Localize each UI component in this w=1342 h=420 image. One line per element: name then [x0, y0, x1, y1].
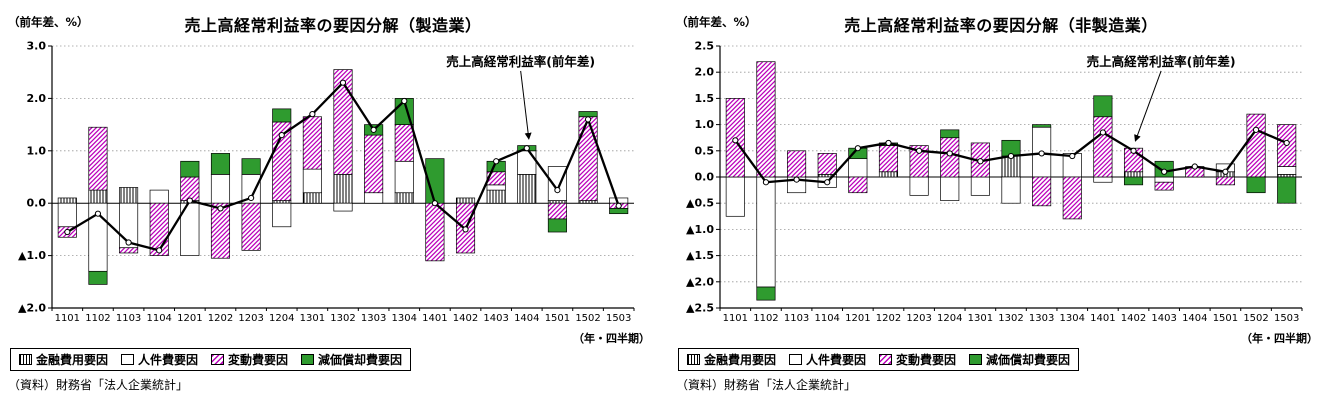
svg-text:▲1.0: ▲1.0 — [686, 223, 714, 236]
svg-text:1103: 1103 — [116, 313, 141, 324]
svg-text:1404: 1404 — [514, 313, 539, 324]
svg-text:1401: 1401 — [422, 313, 447, 324]
svg-text:1303: 1303 — [361, 313, 386, 324]
legend-item-personnel-cost: 人件費要因 — [121, 351, 198, 368]
chart-legend: 金融費用要因 人件費要因 変動費要因 減価償却費要因 — [10, 348, 412, 371]
svg-text:▲0.5: ▲0.5 — [686, 197, 714, 210]
svg-text:1104: 1104 — [146, 313, 171, 324]
svg-text:1302: 1302 — [998, 313, 1023, 324]
svg-text:1104: 1104 — [814, 313, 839, 324]
legend-item-variable-cost: 変動費要因 — [211, 351, 288, 368]
y-axis-unit-label: （前年差、%） — [676, 15, 757, 29]
svg-text:1102: 1102 — [753, 313, 778, 324]
svg-text:1.5: 1.5 — [695, 92, 715, 105]
svg-text:1501: 1501 — [545, 313, 570, 324]
legend-item-variable-cost: 変動費要因 — [879, 351, 956, 368]
green-swatch-icon — [969, 354, 983, 365]
legend-label: 人件費要因 — [806, 353, 867, 367]
panel-header: （前年差、%） 売上高経常利益率の要因分解（非製造業） — [674, 4, 1328, 38]
legend-label: 減価償却費要因 — [318, 353, 403, 367]
y-axis-unit-label: （前年差、%） — [8, 15, 89, 29]
svg-text:2.0: 2.0 — [27, 92, 47, 105]
svg-text:1202: 1202 — [208, 313, 233, 324]
chart-panel-nonmanufacturing: （前年差、%） 売上高経常利益率の要因分解（非製造業） 2.5 2.0 1.5 1.0… — [674, 4, 1328, 393]
svg-text:1302: 1302 — [330, 313, 355, 324]
svg-text:1.0: 1.0 — [695, 118, 715, 131]
legend-item-personnel-cost: 人件費要因 — [789, 351, 866, 368]
svg-text:1203: 1203 — [238, 313, 263, 324]
svg-text:1301: 1301 — [300, 313, 325, 324]
svg-text:3.0: 3.0 — [27, 40, 47, 53]
svg-text:1301: 1301 — [968, 313, 993, 324]
svg-text:1402: 1402 — [453, 313, 478, 324]
svg-text:1101: 1101 — [55, 313, 80, 324]
chart-panel-manufacturing: （前年差、%） 売上高経常利益率の要因分解（製造業） 3.0 2.0 1.0 0.0 ▲… — [6, 4, 660, 393]
svg-text:売上高経常利益率(前年差): 売上高経常利益率(前年差) — [446, 54, 595, 69]
white-swatch-icon — [789, 354, 803, 365]
svg-text:▲2.0: ▲2.0 — [18, 302, 46, 315]
svg-text:▲1.5: ▲1.5 — [686, 249, 714, 262]
svg-text:1204: 1204 — [937, 313, 962, 324]
svg-text:1.0: 1.0 — [27, 144, 47, 157]
x-axis-note: （年・四半期） — [1241, 332, 1318, 345]
vertical-stripes-swatch-icon — [19, 354, 32, 365]
svg-text:0.0: 0.0 — [695, 171, 715, 184]
svg-text:1401: 1401 — [1090, 313, 1115, 324]
svg-text:1502: 1502 — [1243, 313, 1268, 324]
svg-text:1403: 1403 — [483, 313, 508, 324]
chart-title: 売上高経常利益率の要因分解（非製造業） — [844, 16, 1158, 35]
svg-text:▲2.5: ▲2.5 — [686, 302, 714, 315]
legend-item-depreciation-cost: 減価償却費要因 — [301, 351, 402, 368]
svg-text:1403: 1403 — [1151, 313, 1176, 324]
svg-text:1501: 1501 — [1213, 313, 1238, 324]
legend-label: 金融費用要因 — [36, 353, 109, 367]
chart-canvas-manufacturing: 3.0 2.0 1.0 0.0 ▲1.0 ▲2.0 1101 1102 1103 1104 1201… — [18, 40, 635, 324]
svg-text:▲1.0: ▲1.0 — [18, 249, 46, 262]
svg-text:2.0: 2.0 — [695, 66, 715, 79]
svg-text:1103: 1103 — [784, 313, 809, 324]
legend-label: 変動費要因 — [896, 353, 957, 367]
diagonal-stripes-swatch-icon — [879, 354, 893, 365]
svg-text:1503: 1503 — [606, 313, 631, 324]
green-swatch-icon — [301, 354, 315, 365]
source-note: （資料）財務省「法人企業統計」 — [8, 378, 189, 392]
svg-text:▲2.0: ▲2.0 — [686, 275, 714, 288]
legend-label: 変動費要因 — [228, 353, 289, 367]
diagonal-stripes-swatch-icon — [211, 354, 225, 365]
source-note: （資料）財務省「法人企業統計」 — [676, 378, 857, 392]
legend-item-depreciation-cost: 減価償却費要因 — [969, 351, 1070, 368]
svg-text:1201: 1201 — [845, 313, 870, 324]
svg-text:1203: 1203 — [906, 313, 931, 324]
svg-text:1201: 1201 — [177, 313, 202, 324]
vertical-stripes-swatch-icon — [687, 354, 700, 365]
svg-text:1304: 1304 — [1060, 313, 1085, 324]
svg-text:1404: 1404 — [1182, 313, 1207, 324]
svg-text:売上高経常利益率(前年差): 売上高経常利益率(前年差) — [1087, 54, 1236, 69]
svg-text:1502: 1502 — [575, 313, 600, 324]
panel-header: （前年差、%） 売上高経常利益率の要因分解（製造業） — [6, 4, 660, 38]
svg-text:1304: 1304 — [392, 313, 417, 324]
report-figure: （前年差、%） 売上高経常利益率の要因分解（製造業） 3.0 2.0 1.0 0.0 ▲… — [6, 4, 1328, 393]
svg-text:1202: 1202 — [876, 313, 901, 324]
svg-text:1503: 1503 — [1274, 313, 1299, 324]
svg-text:2.5: 2.5 — [695, 40, 715, 53]
legend-item-finance-cost: 金融費用要因 — [19, 351, 108, 368]
svg-text:0.5: 0.5 — [695, 144, 715, 157]
legend-label: 人件費要因 — [138, 353, 199, 367]
x-axis-note: （年・四半期） — [573, 332, 650, 345]
legend-label: 減価償却費要因 — [986, 353, 1071, 367]
svg-text:1101: 1101 — [723, 313, 748, 324]
svg-text:1204: 1204 — [269, 313, 294, 324]
chart-legend: 金融費用要因 人件費要因 変動費要因 減価償却費要因 — [678, 348, 1080, 371]
white-swatch-icon — [121, 354, 135, 365]
chart-canvas-nonmanufacturing: 2.5 2.0 1.5 1.0 0.5 0.0 ▲0.5 ▲1.0 ▲1.5 ▲2.0 ▲2.5 11… — [686, 40, 1303, 324]
chart-title: 売上高経常利益率の要因分解（製造業） — [184, 16, 482, 35]
svg-text:0.0: 0.0 — [27, 197, 47, 210]
svg-text:1102: 1102 — [85, 313, 110, 324]
svg-text:1303: 1303 — [1029, 313, 1054, 324]
legend-label: 金融費用要因 — [704, 353, 777, 367]
legend-item-finance-cost: 金融費用要因 — [687, 351, 776, 368]
svg-text:1402: 1402 — [1121, 313, 1146, 324]
